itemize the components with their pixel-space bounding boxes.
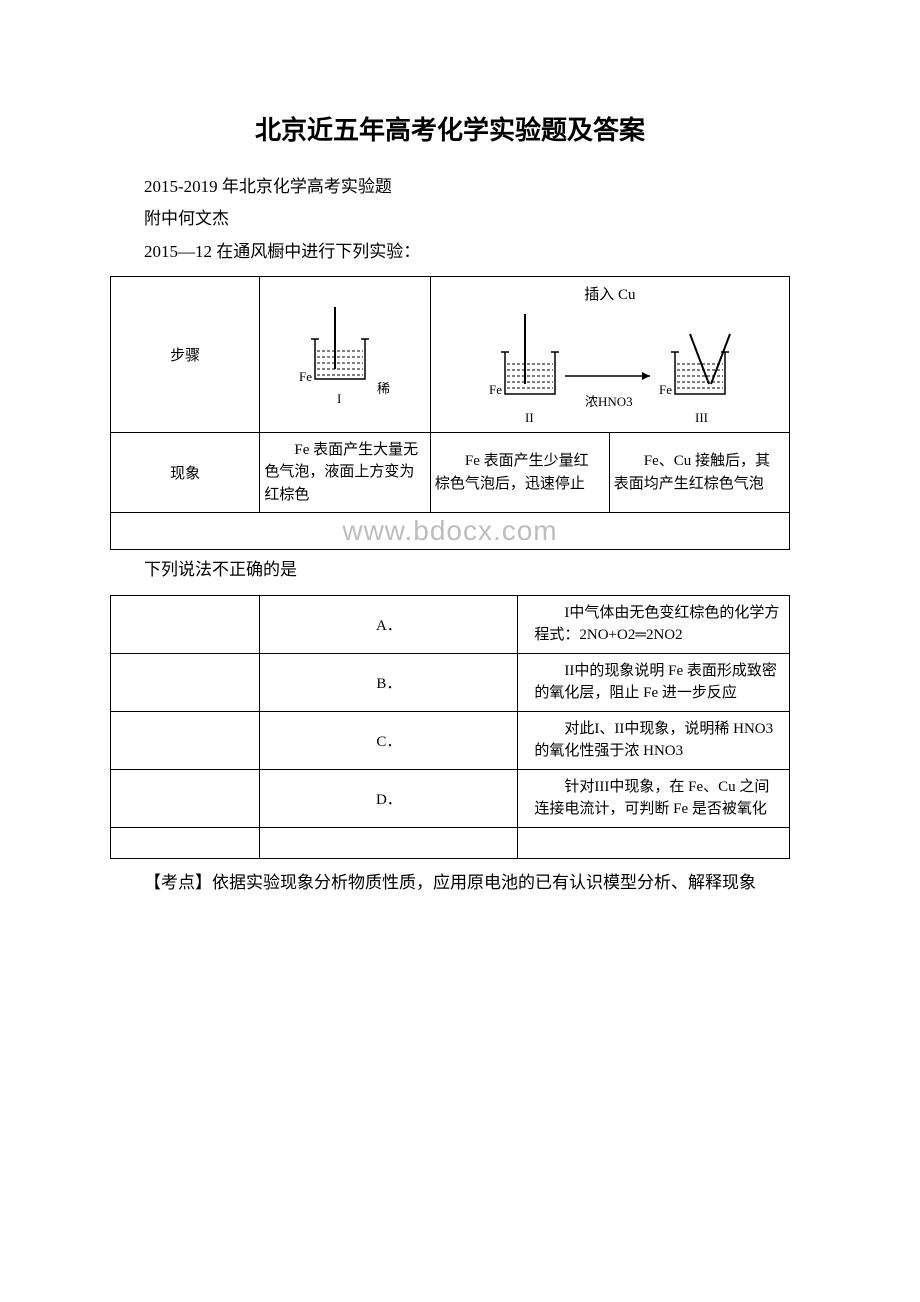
table-row-steps: 步骤 Fe 稀 I 插入 Cu xyxy=(111,276,790,432)
intro-line-3: 2015—12 在通风橱中进行下列实验： xyxy=(110,236,790,268)
document-title: 北京近五年高考化学实验题及答案 xyxy=(110,110,790,147)
phenomenon-1: Fe 表面产生大量无色气泡，液面上方变为红棕色 xyxy=(260,432,431,513)
option-b-label: B． xyxy=(260,653,518,711)
option-c-blank xyxy=(111,711,260,769)
beaker-3-fe-label: Fe xyxy=(659,382,672,397)
beaker-1-number: I xyxy=(337,391,341,406)
intro-line-1: 2015-2019 年北京化学高考实验题 xyxy=(110,171,790,203)
option-b-text: II中的现象说明 Fe 表面形成致密的氧化层，阻止 Fe 进一步反应 xyxy=(518,653,790,711)
phenomenon-2: Fe 表面产生少量红棕色气泡后，迅速停止 xyxy=(430,432,609,513)
option-row-a: A． I中气体由无色变红棕色的化学方程式：2NO+O2═2NO2 xyxy=(111,595,790,653)
options-table: A． I中气体由无色变红棕色的化学方程式：2NO+O2═2NO2 B． II中的… xyxy=(110,595,790,859)
beaker-2-number: II xyxy=(525,410,534,425)
beaker-1-diagram: Fe 稀 I xyxy=(285,299,405,409)
phenomena-label: 现象 xyxy=(111,432,260,513)
insert-cu-label: 插入 Cu xyxy=(435,283,785,304)
steps-label: 步骤 xyxy=(111,276,260,432)
beaker-1-dilute-label: 稀 xyxy=(377,381,390,396)
option-row-b: B． II中的现象说明 Fe 表面形成致密的氧化层，阻止 Fe 进一步反应 xyxy=(111,653,790,711)
intro-line-2: 附中何文杰 xyxy=(110,203,790,235)
option-c-text: 对此I、II中现象，说明稀 HNO3 的氧化性强于浓 HNO3 xyxy=(518,711,790,769)
option-d-label: D． xyxy=(260,769,518,827)
beaker-23-diagram: Fe 浓HNO3 II Fe xyxy=(465,306,755,426)
option-a-blank xyxy=(111,595,260,653)
option-a-label: A． xyxy=(260,595,518,653)
beaker-1-cell: Fe 稀 I xyxy=(260,276,431,432)
phenomenon-3: Fe、Cu 接触后，其表面均产生红棕色气泡 xyxy=(609,432,789,513)
beaker-23-cell: 插入 Cu Fe 浓HNO3 II xyxy=(430,276,789,432)
option-row-d: D． 针对III中现象，在 Fe、Cu 之间连接电流计，可判断 Fe 是否被氧化 xyxy=(111,769,790,827)
analysis-note: 【考点】依据实验现象分析物质性质，应用原电池的已有认识模型分析、解释现象 xyxy=(110,869,790,898)
option-row-blank xyxy=(111,827,790,858)
option-c-label: C． xyxy=(260,711,518,769)
experiment-table: 步骤 Fe 稀 I 插入 Cu xyxy=(110,276,790,551)
option-b-blank xyxy=(111,653,260,711)
option-d-blank xyxy=(111,769,260,827)
option-a-text: I中气体由无色变红棕色的化学方程式：2NO+O2═2NO2 xyxy=(518,595,790,653)
beaker-1-fe-label: Fe xyxy=(299,369,312,384)
beaker-2-fe-label: Fe xyxy=(489,382,502,397)
beaker-2-acid-label: 浓HNO3 xyxy=(585,394,633,409)
watermark-text: www.bdocx.com xyxy=(111,513,790,550)
beaker-3-number: III xyxy=(695,410,708,425)
table-row-phenomena: 现象 Fe 表面产生大量无色气泡，液面上方变为红棕色 Fe 表面产生少量红棕色气… xyxy=(111,432,790,513)
table-watermark-row: www.bdocx.com xyxy=(111,513,790,550)
option-row-c: C． 对此I、II中现象，说明稀 HNO3 的氧化性强于浓 HNO3 xyxy=(111,711,790,769)
option-d-text: 针对III中现象，在 Fe、Cu 之间连接电流计，可判断 Fe 是否被氧化 xyxy=(518,769,790,827)
question-stem: 下列说法不正确的是 xyxy=(110,554,790,586)
